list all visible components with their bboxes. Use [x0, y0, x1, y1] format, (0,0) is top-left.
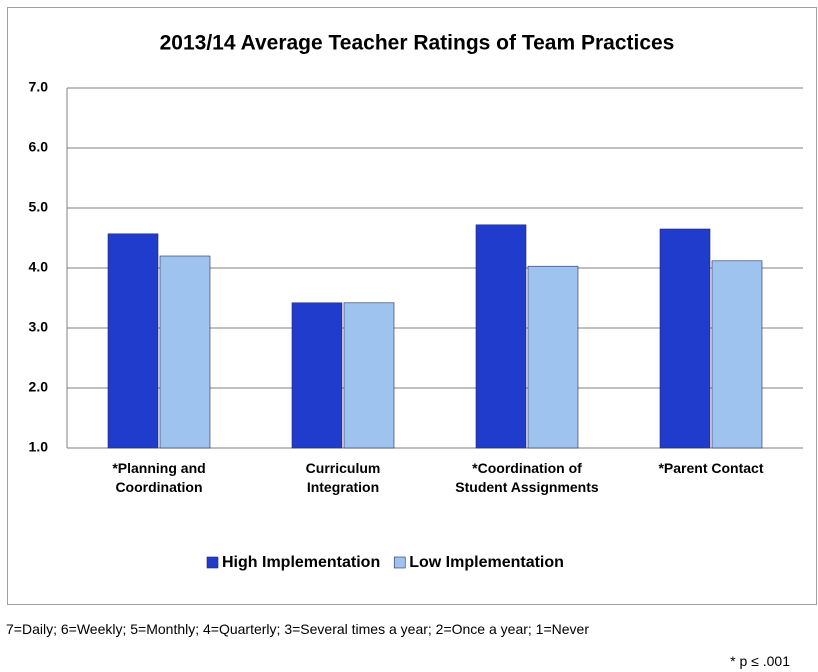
y-tick-label: 4.0 [29, 259, 49, 275]
legend-swatch [393, 556, 406, 569]
bar [475, 224, 527, 449]
scale-note: 7=Daily; 6=Weekly; 5=Monthly; 4=Quarterl… [6, 621, 589, 637]
bar [107, 233, 159, 449]
bar [159, 255, 211, 449]
bar [711, 260, 763, 449]
bar [527, 265, 579, 449]
legend-label: High Implementation [222, 554, 380, 571]
y-tick-label: 5.0 [29, 199, 49, 215]
chart-title: 2013/14 Average Teacher Ratings of Team … [160, 32, 675, 55]
y-tick-label: 6.0 [29, 139, 49, 155]
y-tick-label: 3.0 [29, 319, 49, 335]
y-tick-label: 2.0 [29, 379, 49, 395]
y-tick-label: 1.0 [29, 439, 49, 455]
bar [659, 228, 711, 449]
legend-swatch [206, 556, 219, 569]
x-tick-label: Curriculum Integration [305, 460, 381, 495]
x-tick-label: *Parent Contact [658, 460, 764, 476]
y-tick-label: 7.0 [29, 79, 49, 95]
x-tick-label: *Planning and Coordination [112, 460, 206, 495]
significance-note: * p ≤ .001 [730, 653, 790, 669]
bar [343, 302, 395, 449]
legend-label: Low Implementation [409, 554, 564, 571]
bar [291, 302, 343, 449]
x-tick-label: *Coordination of Student Assignments [455, 460, 599, 495]
